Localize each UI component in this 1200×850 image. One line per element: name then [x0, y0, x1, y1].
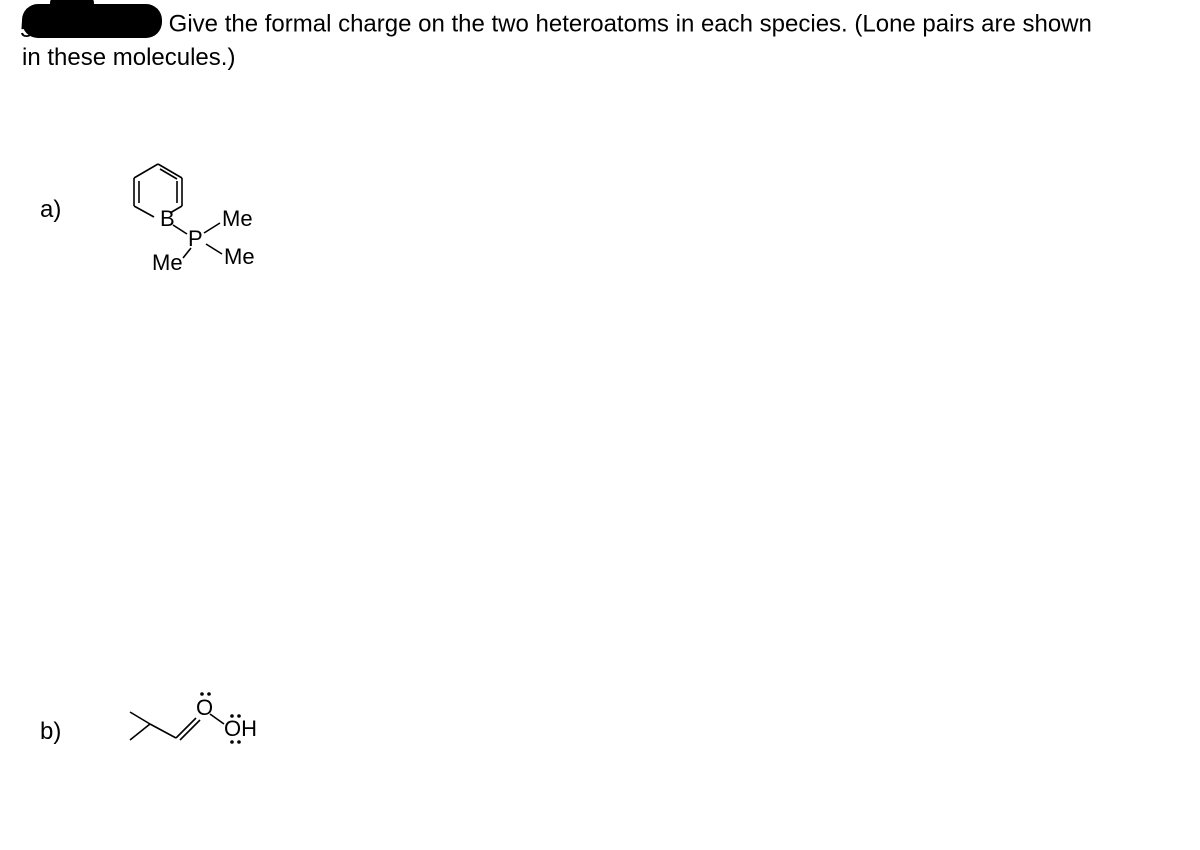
part-b-label: b) — [40, 718, 61, 746]
atom-oh-label: OH — [224, 716, 257, 741]
me2-label: Me — [224, 244, 255, 269]
lonepair-dot — [237, 714, 241, 718]
lonepair-dot — [230, 714, 234, 718]
redaction-mark — [22, 4, 162, 38]
bond-p-me1 — [204, 223, 220, 233]
atom-p-label: P — [188, 226, 203, 251]
prompt-part2: in each species. (Lone pairs are shown — [669, 10, 1092, 37]
question-prompt: 5. Give the formal charge on the two het… — [22, 8, 1192, 74]
me3-label: Me — [152, 250, 183, 275]
bond-b-p — [173, 225, 187, 234]
lonepair-dot — [207, 692, 211, 696]
prompt-part1: Give the formal charge on the two hetero… — [169, 10, 669, 37]
prompt-line2: in these molecules.) — [22, 44, 235, 71]
part-a-label: a) — [40, 196, 61, 224]
page: 5. Give the formal charge on the two het… — [0, 0, 1200, 850]
structure-b: O OH — [120, 660, 320, 785]
lonepair-dot — [237, 740, 241, 744]
ring — [134, 164, 182, 217]
bond-p-me3 — [183, 248, 191, 258]
structure-a: B P Me Me Me — [110, 130, 330, 285]
me1-label: Me — [222, 206, 253, 231]
bond-p-me2 — [206, 244, 222, 254]
structure-a-svg: B P Me Me Me — [110, 130, 330, 280]
question-number: 5. — [20, 14, 40, 46]
atom-o-label: O — [196, 695, 213, 720]
lonepair-dot — [230, 740, 234, 744]
lonepair-dot — [200, 692, 204, 696]
atom-b-label: B — [160, 206, 175, 231]
structure-b-svg: O OH — [120, 660, 320, 780]
